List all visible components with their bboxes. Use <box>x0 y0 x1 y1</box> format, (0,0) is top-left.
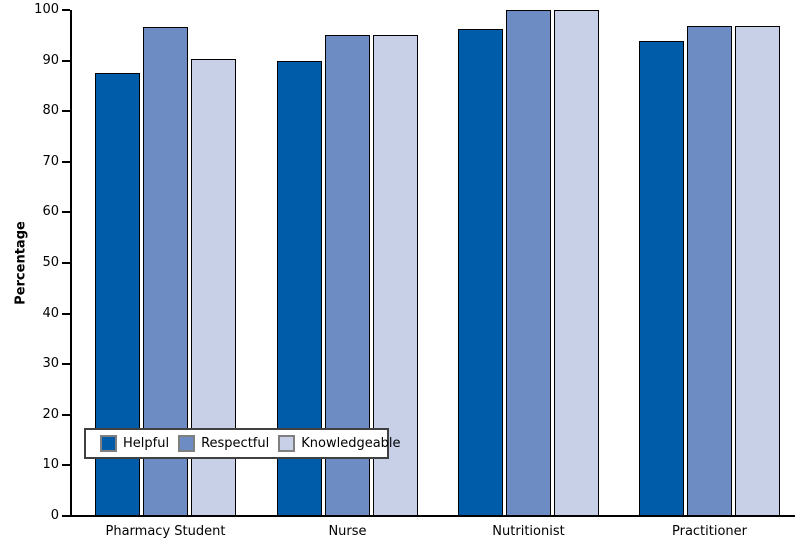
y-tick-mark <box>62 363 70 366</box>
legend: Helpful Respectful Knowledgeable <box>84 428 401 459</box>
y-tick-label: 90 <box>42 52 59 68</box>
x-axis-line <box>70 515 795 517</box>
legend-item-respectful: Respectful <box>178 435 269 452</box>
y-tick-mark <box>62 515 70 517</box>
x-category-label-nutritionist: Nutritionist <box>492 524 565 539</box>
y-tick-mark <box>62 211 70 214</box>
legend-swatch-helpful <box>100 435 117 452</box>
y-tick-mark <box>62 160 70 163</box>
y-tick-mark <box>62 262 70 264</box>
legend-label-helpful: Helpful <box>123 436 170 451</box>
y-tick-label: 70 <box>42 153 59 169</box>
bar-knowledgeable-practitioner <box>735 26 780 516</box>
y-tick-label: 60 <box>42 204 59 220</box>
legend-item-knowledgeable: Knowledgeable <box>278 435 401 452</box>
bar-helpful-nutritionist <box>458 28 503 516</box>
bar-respectful-practitioner <box>687 26 732 516</box>
y-tick-mark <box>62 110 70 113</box>
y-tick-label: 0 <box>50 508 59 523</box>
x-category-label-practitioner: Practitioner <box>671 524 748 539</box>
y-tick-label: 100 <box>34 2 59 17</box>
bar-respectful-nutritionist <box>506 10 551 516</box>
y-tick-mark <box>62 413 70 416</box>
legend-label-respectful: Respectful <box>201 436 270 451</box>
y-tick-label: 80 <box>42 103 59 119</box>
legend-swatch-respectful <box>178 435 196 452</box>
x-category-label-pharmacy-student: Pharmacy Student <box>105 524 226 539</box>
legend-item-helpful: Helpful <box>100 435 169 452</box>
bar-helpful-practitioner <box>639 41 684 516</box>
y-axis-line <box>70 10 72 517</box>
bar-knowledgeable-nutritionist <box>554 10 599 516</box>
legend-label-knowledgeable: Knowledgeable <box>301 436 401 451</box>
y-tick-mark <box>62 464 70 467</box>
y-tick-label: 10 <box>42 457 59 473</box>
y-tick-label: 40 <box>42 305 59 321</box>
y-tick-label: 50 <box>42 255 59 270</box>
y-tick-mark <box>62 9 70 11</box>
y-tick-mark <box>62 312 70 315</box>
x-category-label-nurse: Nurse <box>328 524 367 539</box>
y-tick-label: 30 <box>42 356 59 372</box>
legend-swatch-knowledgeable <box>278 435 296 452</box>
y-tick-label: 20 <box>42 406 59 422</box>
y-tick-mark <box>62 59 70 62</box>
